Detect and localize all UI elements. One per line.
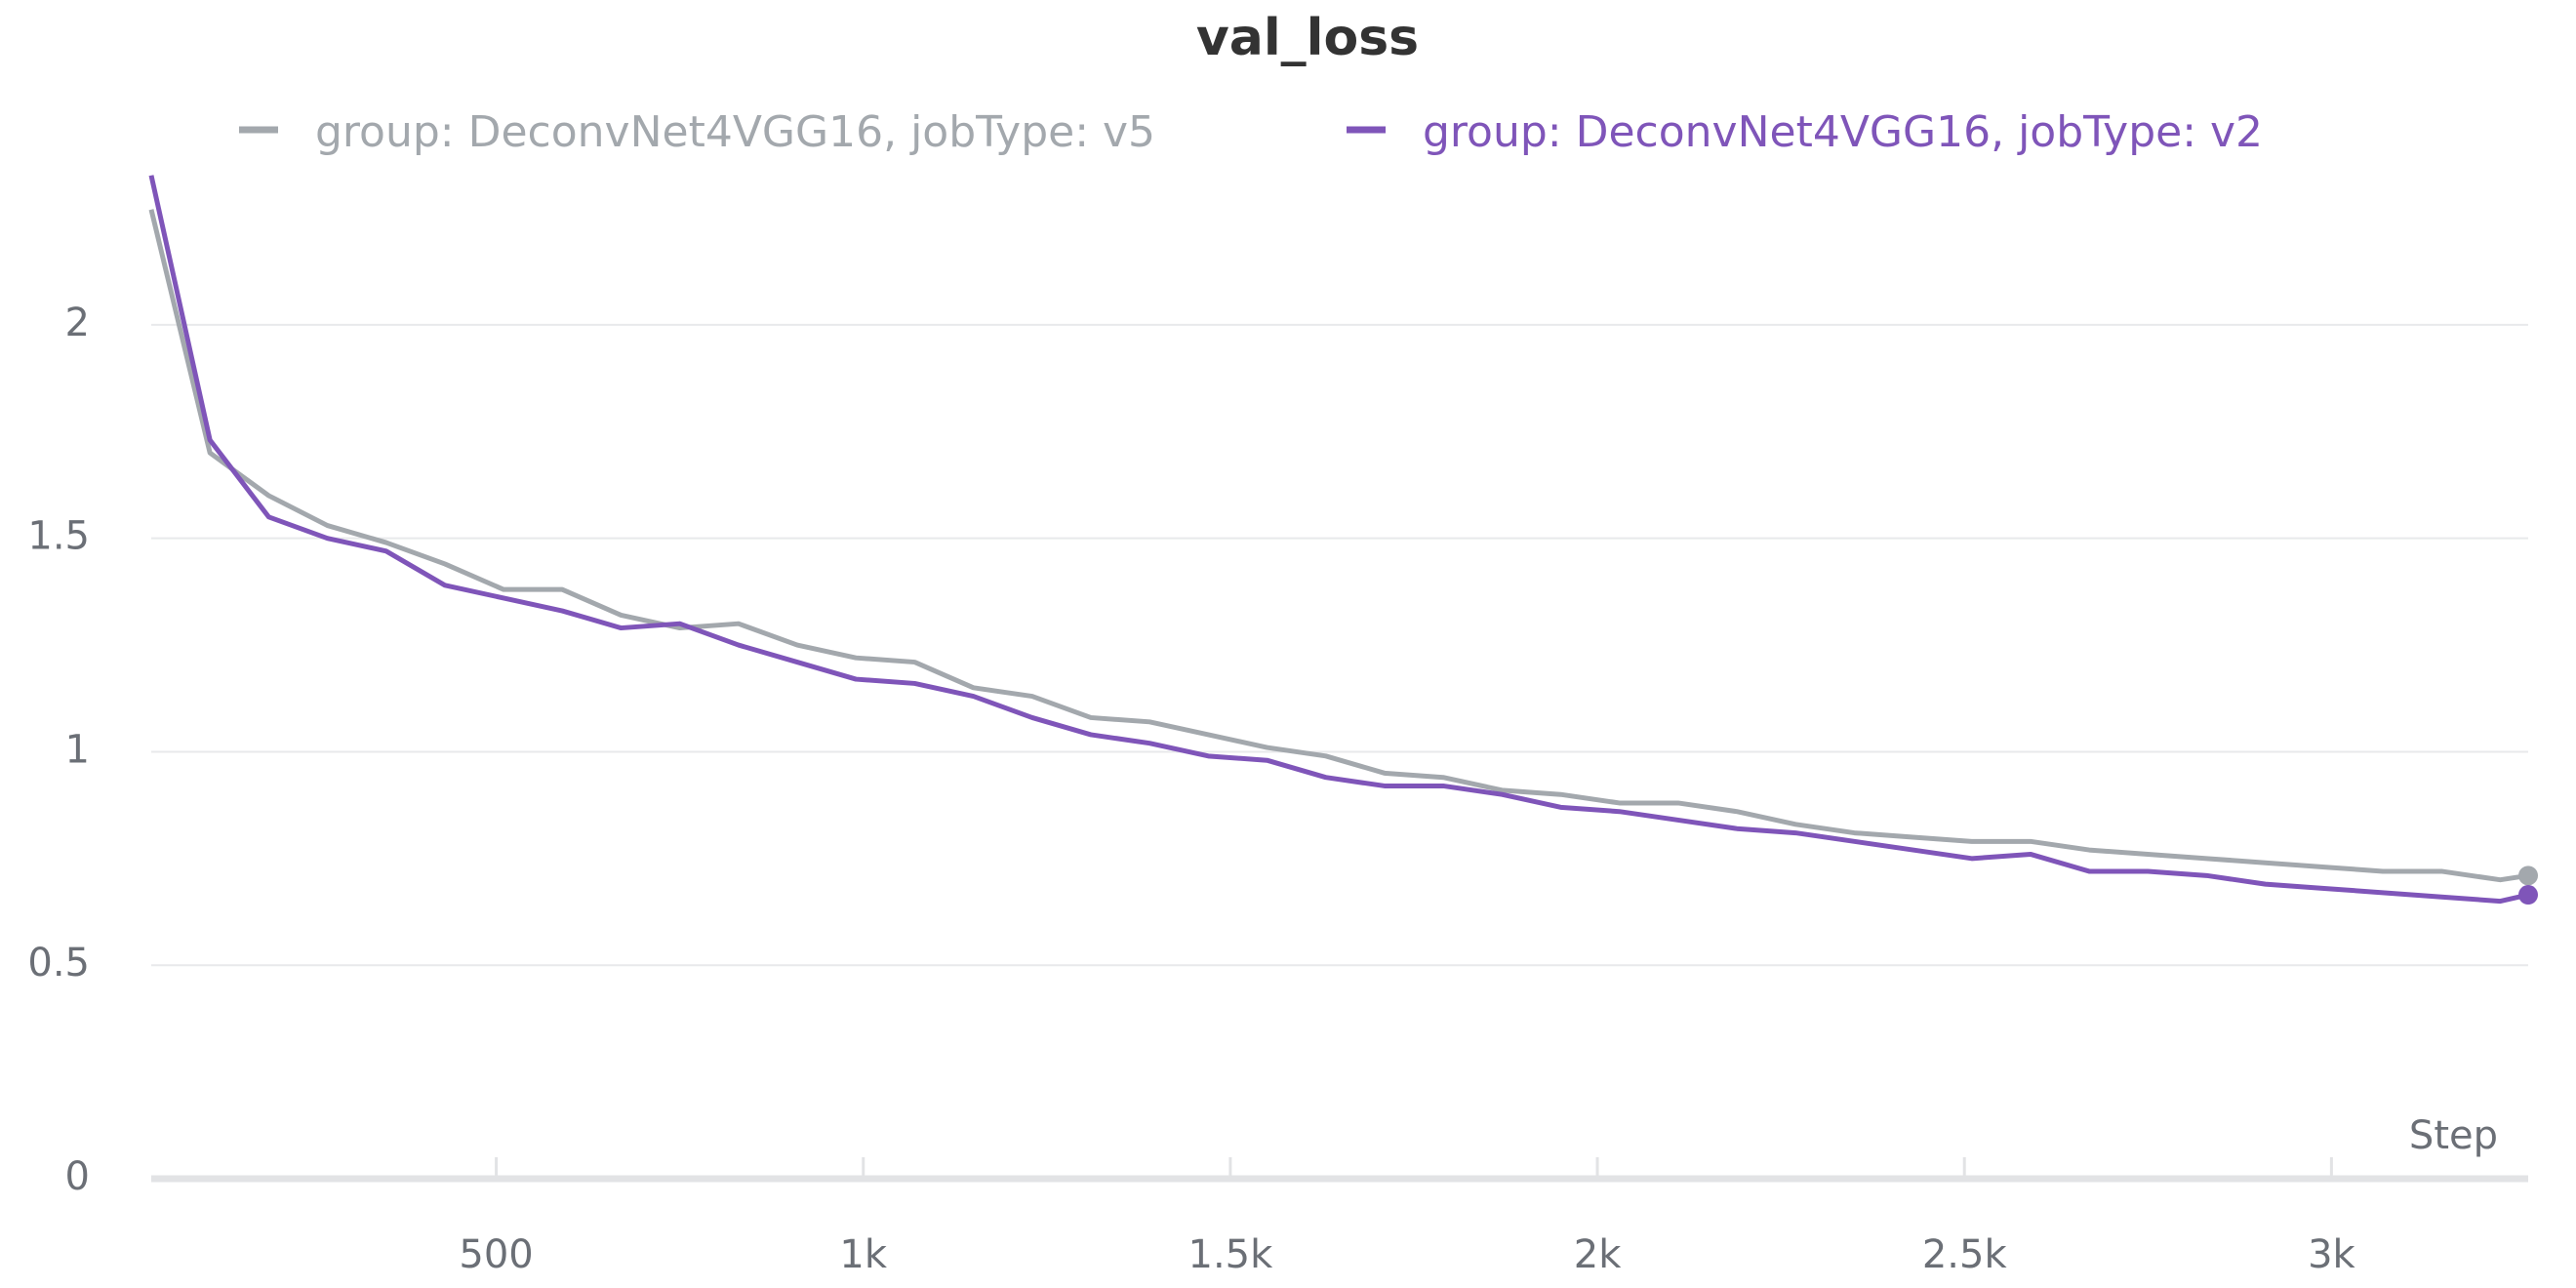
series-line <box>148 175 2529 905</box>
x-tick-label: 2k <box>1574 1232 1622 1277</box>
y-tick-label: 2 <box>65 301 90 345</box>
end-point <box>2518 865 2538 886</box>
y-tick-label: 1 <box>65 727 90 772</box>
legend-label: group: DeconvNet4VGG16, jobType: v2 <box>1423 107 2263 157</box>
x-tick-label: 3k <box>2308 1232 2355 1277</box>
x-axis-label: Step <box>2409 1113 2498 1158</box>
y-tick-label: 0 <box>65 1154 90 1199</box>
y-tick-label: 1.5 <box>27 514 90 559</box>
x-tick-label: 2.5k <box>1922 1232 2008 1277</box>
x-tick-label: 1.5k <box>1188 1232 1274 1277</box>
y-tick-label: 0.5 <box>27 941 90 986</box>
x-tick-label: 500 <box>459 1232 533 1277</box>
x-tick-label: 1k <box>839 1232 887 1277</box>
chart-title: val_loss <box>1196 9 1419 67</box>
series-line <box>148 209 2529 883</box>
end-point <box>2518 885 2538 906</box>
legend-label: group: DeconvNet4VGG16, jobType: v5 <box>315 107 1155 157</box>
